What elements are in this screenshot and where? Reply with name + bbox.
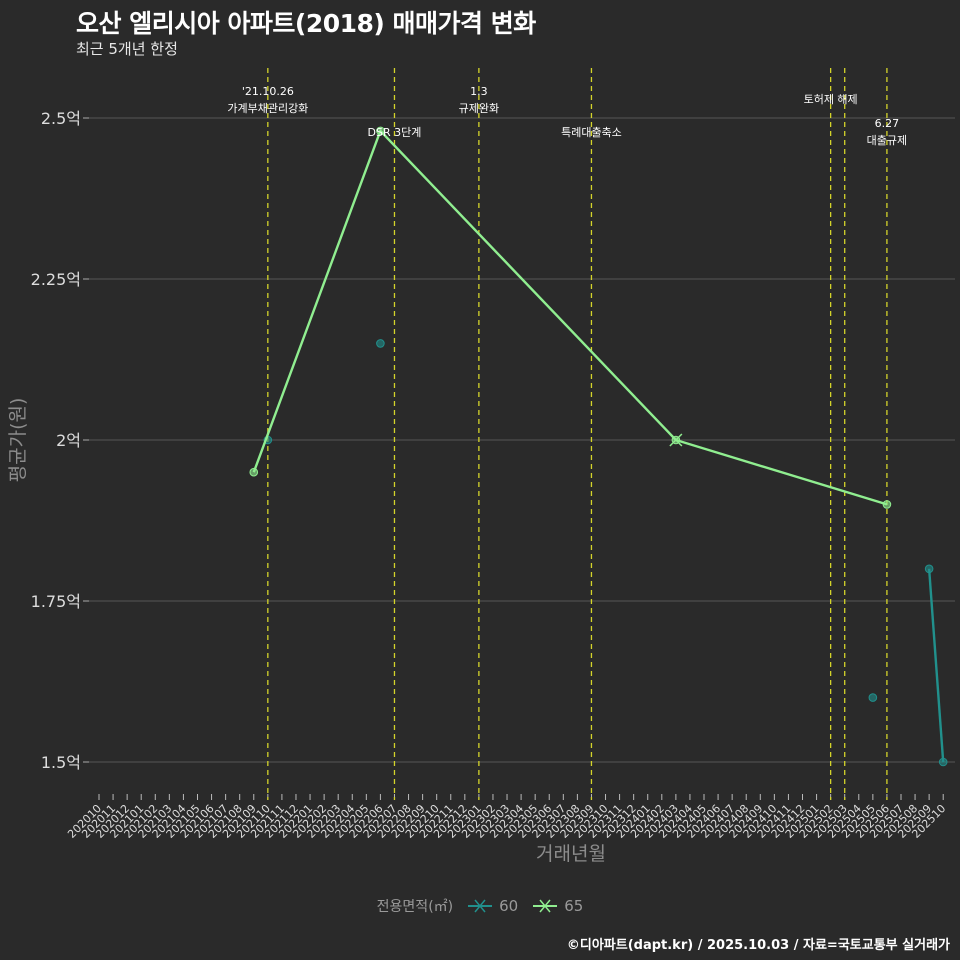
legend-key-60-icon — [468, 899, 493, 913]
legend: 전용면적(㎡) 60 65 — [0, 896, 960, 916]
series-65 — [249, 126, 892, 509]
data-point — [376, 339, 385, 348]
y-tick-label: 1.75억 — [31, 592, 81, 611]
source-credit: ©디아파트(dapt.kr) / 2025.10.03 / 자료=국토교통부 실… — [566, 938, 950, 953]
event-annotation-label: 1.3 — [470, 85, 488, 98]
y-tick-label: 2.25억 — [31, 270, 81, 289]
series-line — [252, 128, 888, 506]
series-line — [927, 568, 945, 763]
event-annotation-label: 가계부채관리강화 — [227, 102, 308, 115]
event-annotation-label: 특례대출축소 — [561, 126, 622, 139]
legend-label-60: 60 — [499, 897, 519, 915]
event-annotation-label: 대출규제 — [867, 134, 907, 147]
legend-key-65-icon — [533, 899, 558, 913]
event-annotation-label: 규제완화 — [459, 102, 499, 115]
legend-item-65: 65 — [532, 897, 583, 915]
x-marker-icon — [669, 433, 683, 447]
event-annotation-label: DSR 3단계 — [368, 126, 422, 139]
chart-title: 오산 엘리시아 아파트(2018) 매매가격 변화 — [76, 9, 536, 38]
data-point — [882, 500, 892, 509]
data-point — [249, 467, 259, 477]
x-axis-title: 거래년월 — [536, 843, 606, 865]
data-point — [868, 693, 878, 702]
data-point — [376, 126, 385, 136]
legend-title: 전용면적(㎡) — [376, 899, 454, 915]
legend-item-60: 60 — [467, 897, 518, 915]
series-60 — [263, 339, 948, 767]
chart-subtitle: 최근 5개년 한정 — [76, 40, 178, 58]
legend-label-65: 65 — [564, 897, 584, 915]
y-axis-title: 평균가(원) — [7, 398, 29, 483]
y-tick-label: 1.5억 — [41, 753, 81, 772]
y-tick-label: 2.5억 — [41, 109, 81, 128]
data-point — [924, 564, 934, 574]
event-annotation-label: 6.27 — [875, 117, 900, 130]
event-annotation-label: 토허제 해제 — [804, 92, 858, 106]
y-tick-label: 2억 — [56, 431, 81, 450]
event-annotation-label: '21.10.26 — [242, 85, 294, 98]
data-point — [938, 757, 948, 767]
